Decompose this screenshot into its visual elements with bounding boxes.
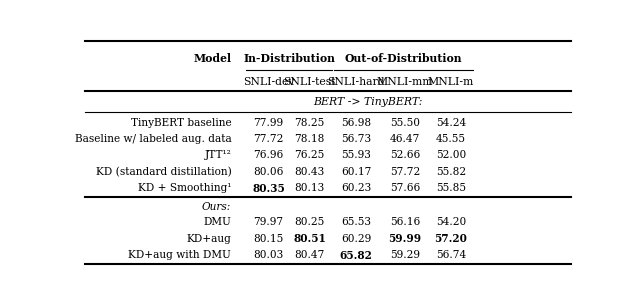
Text: 80.15: 80.15 xyxy=(253,234,284,244)
Text: 57.20: 57.20 xyxy=(435,233,467,244)
Text: 60.17: 60.17 xyxy=(341,167,371,177)
Text: 78.18: 78.18 xyxy=(294,134,325,144)
Text: SNLI-dev: SNLI-dev xyxy=(243,77,294,87)
Text: JTT¹²: JTT¹² xyxy=(204,150,231,160)
Text: 46.47: 46.47 xyxy=(390,134,420,144)
Text: TinyBERT baseline: TinyBERT baseline xyxy=(131,118,231,128)
Text: 76.25: 76.25 xyxy=(294,150,324,160)
Text: BERT -> TinyBERT:: BERT -> TinyBERT: xyxy=(313,97,422,107)
Text: 52.00: 52.00 xyxy=(436,150,466,160)
Text: 78.25: 78.25 xyxy=(294,118,324,128)
Text: KD+aug: KD+aug xyxy=(186,234,231,244)
Text: 65.82: 65.82 xyxy=(340,250,372,261)
Text: SNLI-hard: SNLI-hard xyxy=(328,77,385,87)
Text: SNLI-test: SNLI-test xyxy=(284,77,336,87)
Text: Out-of-Distribution: Out-of-Distribution xyxy=(345,53,462,64)
Text: 55.85: 55.85 xyxy=(436,183,466,193)
Text: DMU: DMU xyxy=(204,217,231,228)
Text: KD + Smoothing¹: KD + Smoothing¹ xyxy=(138,183,231,193)
Text: Model: Model xyxy=(193,53,231,64)
Text: 57.66: 57.66 xyxy=(390,183,420,193)
Text: 79.97: 79.97 xyxy=(253,217,284,228)
Text: 80.35: 80.35 xyxy=(252,183,285,194)
Text: In-Distribution: In-Distribution xyxy=(243,53,335,64)
Text: 77.99: 77.99 xyxy=(253,118,284,128)
Text: MNLI-mm: MNLI-mm xyxy=(376,77,433,87)
Text: 56.73: 56.73 xyxy=(341,134,371,144)
Text: 80.25: 80.25 xyxy=(294,217,324,228)
Text: 77.72: 77.72 xyxy=(253,134,284,144)
Text: Baseline w/ labeled aug. data: Baseline w/ labeled aug. data xyxy=(74,134,231,144)
Text: 57.72: 57.72 xyxy=(390,167,420,177)
Text: 52.66: 52.66 xyxy=(390,150,420,160)
Text: MNLI-m: MNLI-m xyxy=(428,77,474,87)
Text: 55.93: 55.93 xyxy=(341,150,371,160)
Text: 60.29: 60.29 xyxy=(341,234,371,244)
Text: 65.53: 65.53 xyxy=(341,217,371,228)
Text: 56.16: 56.16 xyxy=(390,217,420,228)
Text: 56.98: 56.98 xyxy=(341,118,371,128)
Text: 55.82: 55.82 xyxy=(436,167,466,177)
Text: 80.06: 80.06 xyxy=(253,167,284,177)
Text: 76.96: 76.96 xyxy=(253,150,284,160)
Text: 80.51: 80.51 xyxy=(293,233,326,244)
Text: 80.47: 80.47 xyxy=(294,250,325,260)
Text: KD+aug with DMU: KD+aug with DMU xyxy=(129,250,231,260)
Text: Ours:: Ours: xyxy=(202,203,231,212)
Text: KD (standard distillation): KD (standard distillation) xyxy=(95,167,231,177)
Text: 54.20: 54.20 xyxy=(436,217,466,228)
Text: 55.50: 55.50 xyxy=(390,118,420,128)
Text: 80.43: 80.43 xyxy=(294,167,324,177)
Text: 54.24: 54.24 xyxy=(436,118,466,128)
Text: 59.99: 59.99 xyxy=(388,233,422,244)
Text: 80.03: 80.03 xyxy=(253,250,284,260)
Text: 45.55: 45.55 xyxy=(436,134,466,144)
Text: 56.74: 56.74 xyxy=(436,250,466,260)
Text: 80.13: 80.13 xyxy=(294,183,324,193)
Text: 60.23: 60.23 xyxy=(341,183,371,193)
Text: 59.29: 59.29 xyxy=(390,250,420,260)
